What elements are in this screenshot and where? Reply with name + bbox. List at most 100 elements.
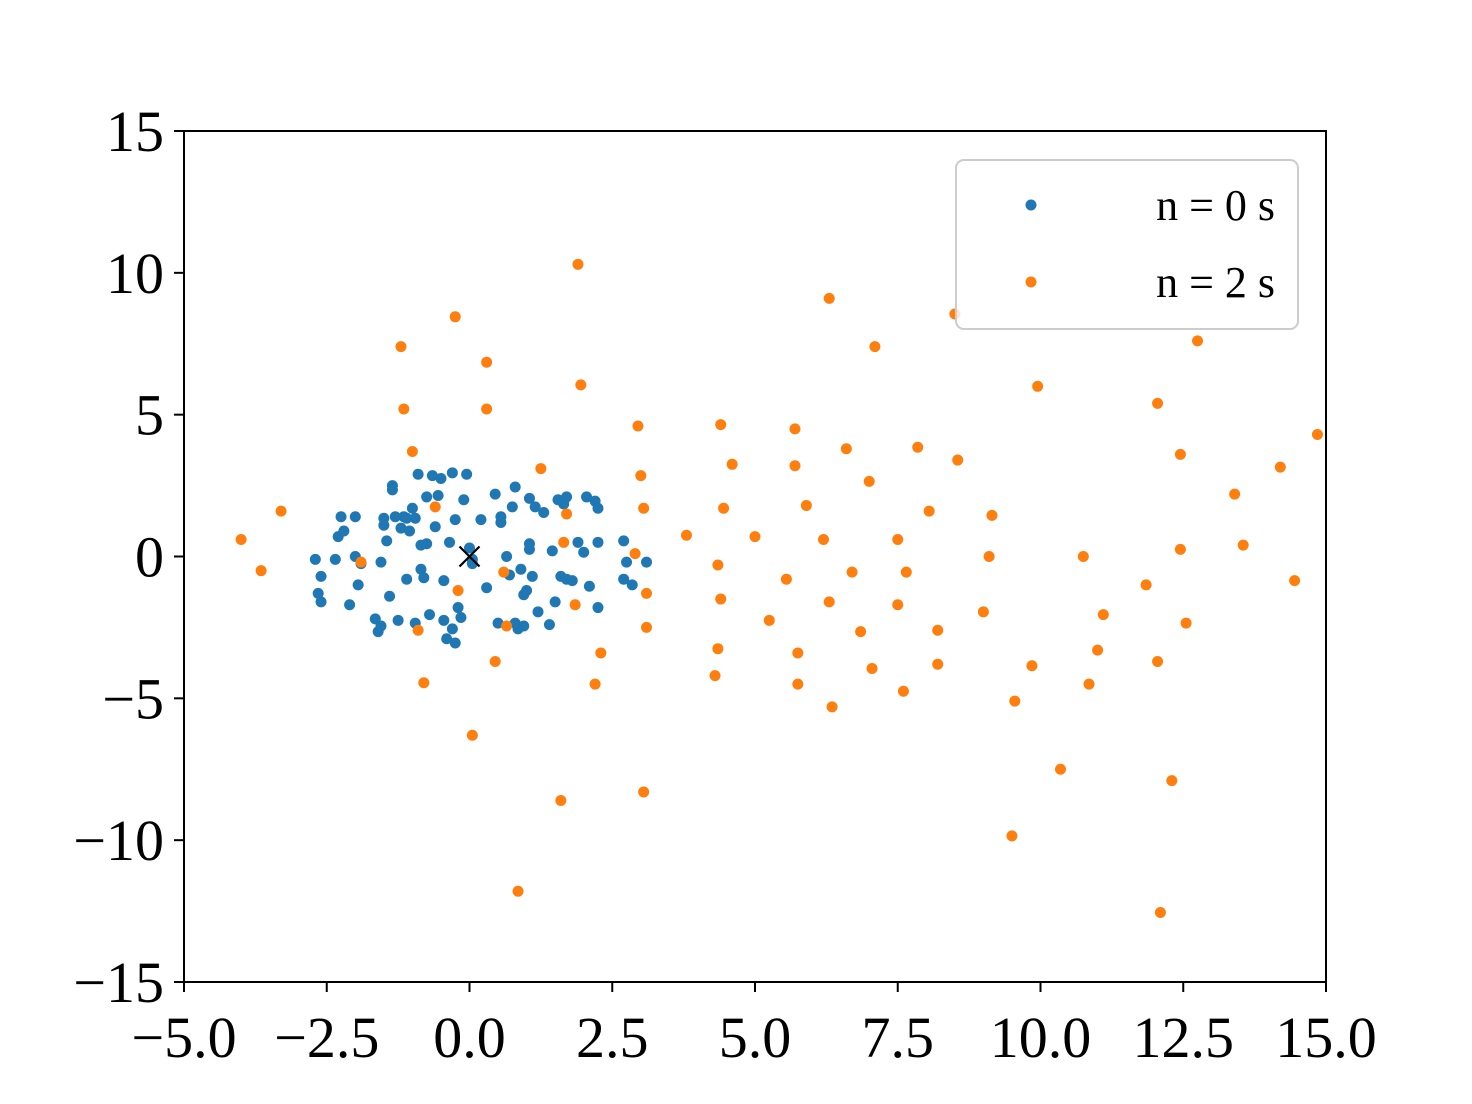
x-tick-label: 0.0 <box>433 1005 506 1070</box>
data-point <box>1154 907 1166 919</box>
data-point <box>395 522 407 534</box>
data-point <box>475 514 487 526</box>
data-point <box>309 553 321 565</box>
marker-layer <box>458 545 481 568</box>
data-point <box>432 490 444 502</box>
data-point <box>1006 830 1018 842</box>
data-point <box>680 529 692 541</box>
data-point <box>641 587 653 599</box>
data-point <box>1092 644 1104 656</box>
data-point <box>1152 397 1164 409</box>
data-point <box>315 570 327 582</box>
data-point <box>572 536 584 548</box>
data-point <box>418 677 430 689</box>
data-point <box>621 556 633 568</box>
data-point <box>800 499 812 511</box>
data-point <box>1174 543 1186 555</box>
data-point <box>1083 678 1095 690</box>
x-tick-label: −5.0 <box>131 1005 236 1070</box>
data-point <box>986 509 998 521</box>
data-point <box>329 553 341 565</box>
data-point <box>501 620 513 632</box>
data-point <box>412 468 424 480</box>
data-point <box>426 470 438 482</box>
data-point <box>589 678 601 690</box>
data-point <box>932 624 944 636</box>
data-point <box>1054 763 1066 775</box>
legend-marker <box>1025 199 1037 211</box>
y-axis: −15 −10 −5 0 5 10 15 <box>73 99 184 1015</box>
data-point <box>412 624 424 636</box>
data-point <box>818 533 830 545</box>
data-point <box>635 470 647 482</box>
data-point <box>458 494 470 506</box>
data-point <box>792 647 804 659</box>
data-point <box>1174 448 1186 460</box>
data-point <box>566 575 578 587</box>
data-point <box>255 565 267 577</box>
data-point <box>515 563 527 575</box>
data-point <box>595 647 607 659</box>
data-point <box>543 619 555 631</box>
data-point <box>583 580 595 592</box>
data-point <box>641 556 653 568</box>
data-point <box>344 599 356 611</box>
x-tick-label: 12.5 <box>1133 1005 1235 1070</box>
data-point <box>535 463 547 475</box>
data-point <box>481 403 493 415</box>
data-point <box>715 593 727 605</box>
data-point <box>1289 575 1301 587</box>
data-point <box>532 606 544 618</box>
data-point <box>1311 429 1323 441</box>
data-point <box>523 492 535 504</box>
y-tick-label: −10 <box>73 808 164 873</box>
data-point <box>452 585 464 597</box>
data-point <box>526 570 538 582</box>
data-point <box>512 885 524 897</box>
data-point <box>338 525 350 537</box>
x-axis: −5.0 −2.5 0.0 2.5 5.0 7.5 10.0 12.5 15.0 <box>131 982 1377 1070</box>
data-point <box>1032 380 1044 392</box>
data-point <box>352 579 364 591</box>
x-tick-label: 15.0 <box>1275 1005 1377 1070</box>
data-point <box>378 512 390 524</box>
data-point <box>892 533 904 545</box>
data-point <box>401 512 413 524</box>
data-point <box>375 620 387 632</box>
data-point <box>575 379 587 391</box>
data-point <box>481 582 493 594</box>
data-point <box>863 475 875 487</box>
data-point <box>572 258 584 270</box>
center-x-marker <box>458 545 481 568</box>
data-point <box>315 596 327 608</box>
data-point <box>792 678 804 690</box>
data-point <box>638 502 650 514</box>
data-point <box>406 446 418 458</box>
data-point <box>335 511 347 523</box>
data-point <box>275 505 287 517</box>
data-point <box>592 602 604 614</box>
x-tick-label: 2.5 <box>576 1005 649 1070</box>
data-point <box>495 511 507 523</box>
legend: n = 0 s n = 2 s <box>955 159 1299 330</box>
data-point <box>900 566 912 578</box>
data-point <box>1237 539 1249 551</box>
data-point <box>449 514 461 526</box>
y-tick-label: −5 <box>102 666 164 731</box>
y-tick-label: −15 <box>73 950 164 1015</box>
data-point <box>866 663 878 675</box>
data-point <box>386 484 398 496</box>
data-point <box>912 441 924 453</box>
data-point <box>384 590 396 602</box>
y-tick-label: 10 <box>106 241 164 306</box>
data-point <box>789 460 801 472</box>
data-point <box>538 507 550 519</box>
data-point <box>398 403 410 415</box>
legend-label: n = 2 s <box>1156 258 1275 307</box>
data-point <box>418 572 430 584</box>
data-point <box>932 658 944 670</box>
data-point <box>506 501 518 513</box>
data-point <box>444 536 456 548</box>
data-point <box>466 729 478 741</box>
